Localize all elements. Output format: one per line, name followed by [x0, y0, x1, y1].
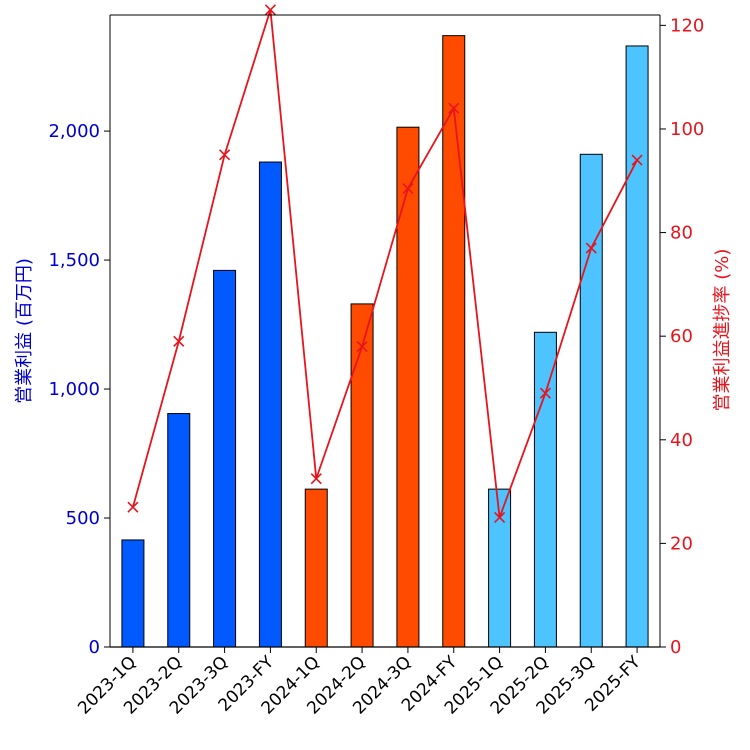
progress-point-2023-2Q [173, 335, 185, 347]
progress-line-series [127, 4, 643, 524]
bar-2025-2Q [533, 331, 557, 648]
axes [109, 14, 661, 648]
left-tick-label: 500 [66, 508, 100, 529]
progress-line [132, 9, 638, 518]
right-tick-label: 120 [670, 15, 704, 36]
progress-point-2025-3Q [585, 242, 597, 254]
bar-2024-1Q [304, 488, 328, 648]
progress-point-2023-3Q [219, 149, 231, 161]
right-y-axis-ticks: 0 20 40 60 80 100 120 [660, 15, 704, 658]
progress-point-2024-FY [448, 102, 460, 114]
bar-series [121, 35, 649, 648]
left-y-axis-label: 営業利益 (百万円) [14, 258, 35, 404]
progress-point-2025-FY [631, 154, 643, 166]
bar-2023-FY [258, 161, 282, 648]
bar-2024-FY [442, 35, 466, 648]
progress-point-2023-1Q [127, 501, 139, 513]
left-y-axis-ticks: 0 500 1,000 1,500 2,000 [48, 121, 110, 658]
left-tick-label: 0 [89, 637, 100, 658]
bar-2024-2Q [350, 303, 374, 648]
bar-2023-3Q [213, 269, 237, 648]
progress-point-2025-2Q [539, 387, 551, 399]
bar-2025-3Q [579, 153, 603, 648]
bar-2023-2Q [167, 413, 191, 648]
progress-point-2024-3Q [402, 182, 414, 195]
left-tick-label: 2,000 [48, 121, 100, 142]
bar-2024-3Q [396, 126, 420, 648]
right-tick-label: 20 [670, 533, 693, 554]
progress-point-2023-FY [264, 4, 276, 16]
right-tick-label: 100 [670, 119, 704, 140]
bar-2025-FY [625, 45, 649, 648]
right-tick-label: 0 [670, 637, 681, 658]
bar-2023-1Q [121, 539, 145, 648]
x-axis-ticks: 2023-1Q2023-2Q2023-3Q2023-FY2024-1Q2024-… [74, 647, 645, 719]
progress-point-2025-1Q [494, 511, 506, 524]
right-y-axis-label: 営業利益進捗率 (%) [712, 249, 733, 412]
right-tick-label: 60 [670, 326, 693, 347]
progress-point-2024-2Q [356, 340, 368, 353]
left-tick-label: 1,000 [48, 379, 100, 400]
left-tick-label: 1,500 [48, 250, 100, 271]
right-tick-label: 40 [670, 430, 693, 451]
progress-point-2024-1Q [310, 473, 322, 485]
right-tick-label: 80 [670, 223, 693, 244]
